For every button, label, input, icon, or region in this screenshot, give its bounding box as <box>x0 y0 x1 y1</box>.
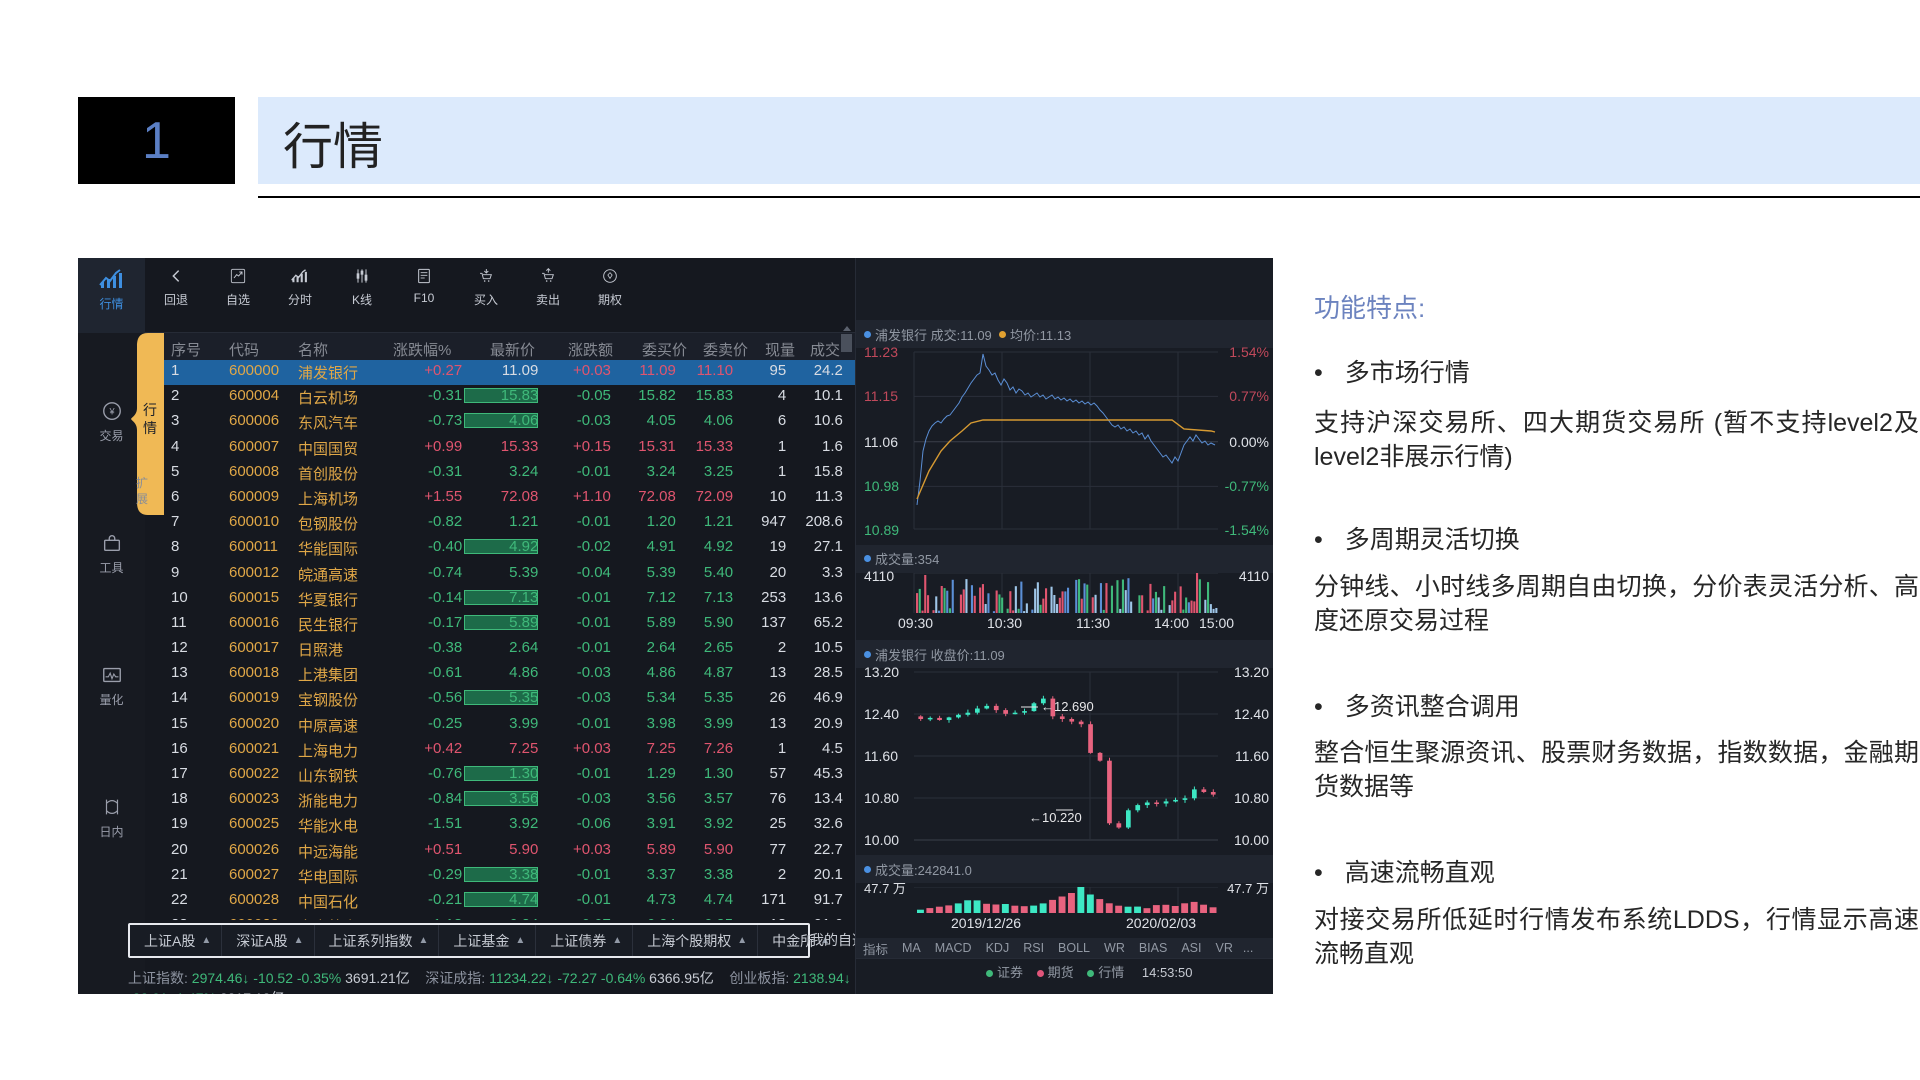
svg-text:←10.220: ←10.220 <box>1029 810 1082 825</box>
svg-text:行: 行 <box>143 402 157 418</box>
svg-text:¥: ¥ <box>108 407 115 417</box>
svg-text:情: 情 <box>143 420 157 436</box>
svg-text:←12.690: ←12.690 <box>1041 699 1094 714</box>
